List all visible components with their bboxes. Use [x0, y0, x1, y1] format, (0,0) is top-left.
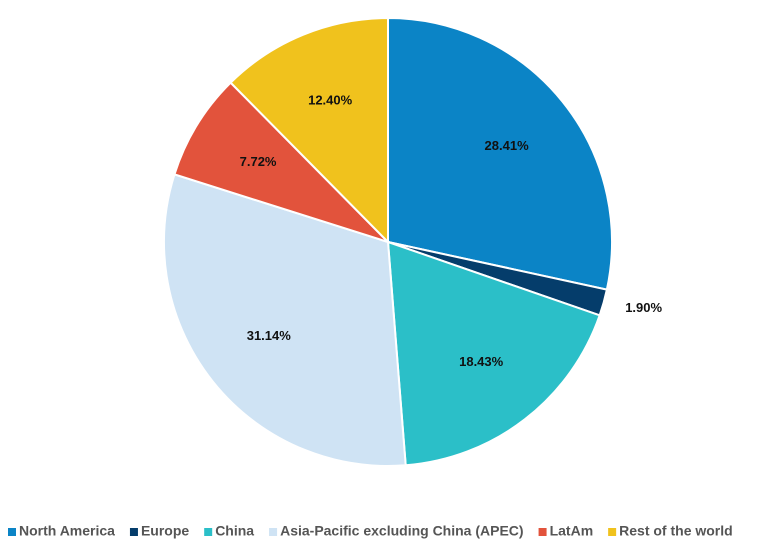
data-label: 1.90%: [625, 300, 662, 315]
legend-swatch: [204, 528, 213, 536]
legend: North America Europe China Asia-Pacific exc…: [8, 523, 733, 539]
pie-slice: [163, 173, 407, 467]
data-label: 18.43%: [459, 354, 504, 369]
pie-slice: [229, 16, 389, 245]
pie-slice: [386, 240, 601, 467]
pie-slice: [173, 81, 389, 243]
data-label: 31.14%: [247, 328, 292, 343]
data-label: 7.72%: [240, 154, 277, 169]
pie-slice: [387, 16, 613, 291]
data-label: 12.40%: [308, 93, 353, 108]
legend-swatch: [608, 528, 617, 536]
legend-label: Europe: [141, 523, 189, 539]
data-label: 28.41%: [485, 138, 530, 153]
legend-swatch: [129, 528, 138, 536]
legend-label: China: [215, 523, 254, 539]
legend-label: Asia-Pacific excluding China (APEC): [280, 523, 524, 539]
legend-label: Rest of the world: [619, 523, 733, 539]
legend-label: LatAm: [550, 523, 594, 539]
legend-swatch: [269, 528, 278, 536]
legend-swatch: [538, 528, 547, 536]
legend-label: North America: [19, 523, 115, 539]
legend-swatch: [8, 528, 16, 536]
